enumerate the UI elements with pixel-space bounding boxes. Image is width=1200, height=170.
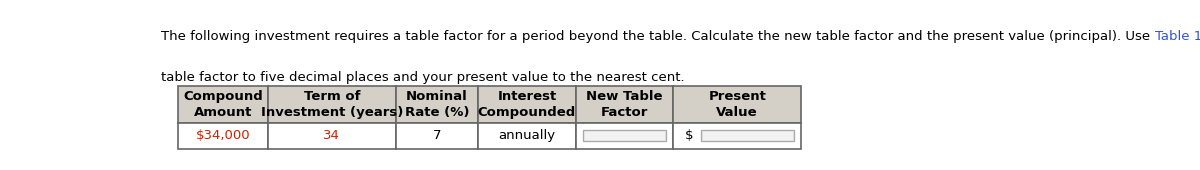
Text: Interest
Compounded: Interest Compounded	[478, 90, 576, 119]
Bar	[673, 86, 802, 123]
Bar	[178, 123, 268, 149]
Text: table factor to five decimal places and your present value to the nearest cent.: table factor to five decimal places and …	[161, 71, 685, 84]
Text: annually: annually	[498, 129, 556, 142]
Bar	[478, 86, 576, 123]
Text: The following investment requires a table factor for a period beyond the table. : The following investment requires a tabl…	[161, 30, 1154, 42]
Text: $34,000: $34,000	[196, 129, 251, 142]
Bar	[576, 86, 673, 123]
Bar	[478, 123, 576, 149]
Text: Present
Value: Present Value	[708, 90, 766, 119]
Text: $: $	[684, 129, 694, 142]
Bar	[396, 123, 478, 149]
Text: New Table
Factor: New Table Factor	[587, 90, 662, 119]
Text: Table 11-2.: Table 11-2.	[1154, 30, 1200, 42]
Bar	[576, 123, 673, 149]
Text: Nominal
Rate (%): Nominal Rate (%)	[404, 90, 469, 119]
Bar	[583, 130, 666, 141]
Text: 34: 34	[323, 129, 341, 142]
Bar	[178, 86, 268, 123]
Text: Term of
Investment (years): Term of Investment (years)	[260, 90, 403, 119]
Bar	[396, 86, 478, 123]
Bar	[673, 123, 802, 149]
Bar	[701, 130, 793, 141]
Text: Compound
Amount: Compound Amount	[184, 90, 263, 119]
Bar	[268, 123, 396, 149]
Bar	[268, 86, 396, 123]
Text: 7: 7	[433, 129, 442, 142]
